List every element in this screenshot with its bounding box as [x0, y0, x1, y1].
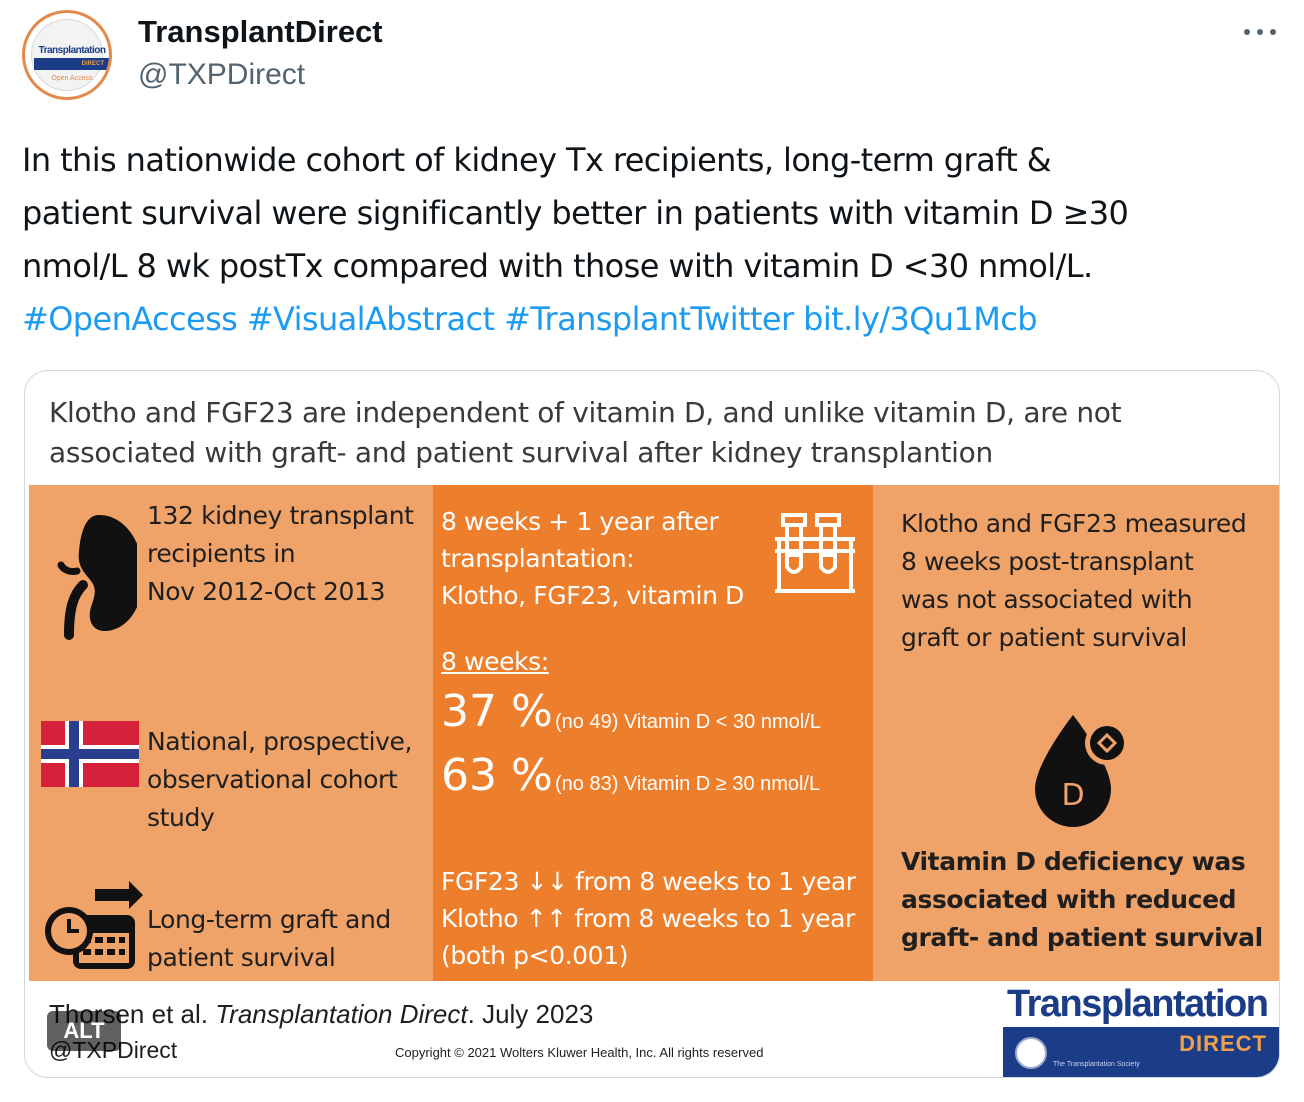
- tweet-link[interactable]: bit.ly/3Qu1Mcb: [803, 300, 1037, 338]
- tweet-line-2: patient survival were significantly bett…: [22, 194, 1129, 232]
- logo-society-text: The Transplantation Society: [1053, 1061, 1140, 1068]
- right-panel: Klotho and FGF23 measured 8 weeks post-t…: [873, 485, 1279, 981]
- tweet-links-line: #OpenAccess #VisualAbstract #TransplantT…: [22, 293, 1282, 346]
- tweet-line-3: nmol/L 8 wk postTx compared with those w…: [22, 247, 1093, 285]
- outcome-text: Long-term graft and patient survival: [147, 905, 391, 972]
- klotho-finding-text: Klotho and FGF23 measured 8 weeks post-t…: [901, 509, 1247, 652]
- vitamin-d-finding-text: Vitamin D deficiency was associated with…: [901, 847, 1263, 952]
- hashtag-visual-abstract[interactable]: #VisualAbstract: [246, 300, 495, 338]
- tweet-line-1: In this nationwide cohort of kidney Tx r…: [22, 141, 1052, 179]
- journal-logo-word: Transplantation: [1007, 983, 1269, 1025]
- visual-abstract-title-line-1: Klotho and FGF23 are independent of vita…: [49, 396, 1122, 429]
- left-panel: 132 kidney transplant recipients in Nov …: [29, 485, 433, 981]
- hashtag-open-access[interactable]: #OpenAccess: [22, 300, 238, 338]
- biomarker-trend-text: FGF23 ↓↓ from 8 weeks to 1 year Klotho ↑…: [441, 867, 856, 970]
- more-options-icon[interactable]: [1240, 18, 1280, 46]
- avatar[interactable]: Transplantation DIRECT Open Access: [22, 10, 112, 100]
- avatar-subtitle: Open Access: [51, 75, 93, 82]
- cohort-size-text: 132 kidney transplant recipients in Nov …: [147, 501, 414, 606]
- study-design-text: National, prospective, observational coh…: [147, 727, 413, 832]
- alt-text-badge[interactable]: ALT: [47, 1011, 121, 1051]
- avatar-title: Transplantation: [38, 45, 106, 56]
- tweet-text: In this nationwide cohort of kidney Tx r…: [22, 134, 1282, 346]
- stat-low-vitd-desc: (no 49) Vitamin D < 30 nmol/L: [555, 711, 821, 733]
- avatar-logo: Transplantation DIRECT Open Access: [31, 19, 109, 91]
- middle-panel: 8 weeks + 1 year after transplantation: …: [433, 485, 873, 981]
- drop-letter: D: [1061, 778, 1084, 813]
- citation: Thorsen et al. Transplantation Direct. J…: [49, 999, 594, 1029]
- kidney-icon: [57, 515, 137, 640]
- society-seal-icon: [1015, 1037, 1047, 1069]
- stat-low-vitd-percent: 37 %: [441, 686, 553, 737]
- stat-high-vitd-percent: 63 %: [441, 750, 553, 801]
- norway-flag-icon: [41, 721, 139, 787]
- calendar-clock-icon: [45, 881, 143, 969]
- journal-logo-direct: DIRECT: [1179, 1031, 1267, 1056]
- journal-logo-band: The Transplantation Society DIRECT: [1003, 1027, 1279, 1077]
- media-image[interactable]: Klotho and FGF23 are independent of vita…: [24, 370, 1280, 1078]
- vitamin-d-drop-icon: D: [1035, 715, 1129, 827]
- stat-high-vitd-desc: (no 83) Vitamin D ≥ 30 nmol/L: [555, 773, 821, 795]
- copyright-text: Copyright © 2021 Wolters Kluwer Health, …: [395, 1045, 764, 1060]
- eight-weeks-label: 8 weeks:: [441, 647, 549, 676]
- hashtag-transplant-twitter[interactable]: #TransplantTwitter: [504, 300, 794, 338]
- avatar-band: DIRECT: [34, 58, 109, 70]
- visual-abstract-title: Klotho and FGF23 are independent of vita…: [49, 393, 1249, 473]
- test-tubes-icon: [775, 513, 855, 593]
- display-name[interactable]: TransplantDirect: [138, 14, 383, 49]
- measurement-timing-text: 8 weeks + 1 year after transplantation: …: [441, 507, 744, 610]
- user-handle[interactable]: @TXPDirect: [138, 58, 306, 91]
- visual-abstract-title-line-2: associated with graft- and patient survi…: [49, 436, 993, 469]
